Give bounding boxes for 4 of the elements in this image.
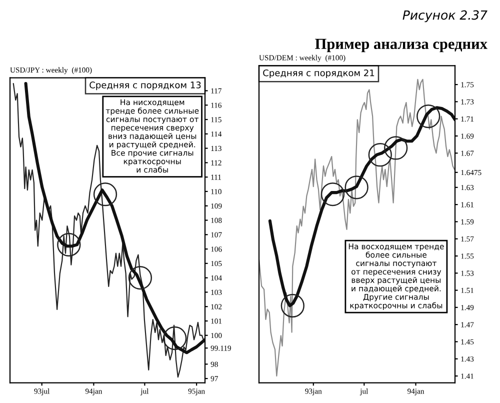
text: Средняя с порядком 21 xyxy=(263,69,374,78)
text: Средняя с порядком 13 xyxy=(90,82,201,90)
chart-subtitle: Рисунок 2.37 xyxy=(402,10,488,22)
chart-title: Пример анализа средних xyxy=(315,38,488,52)
